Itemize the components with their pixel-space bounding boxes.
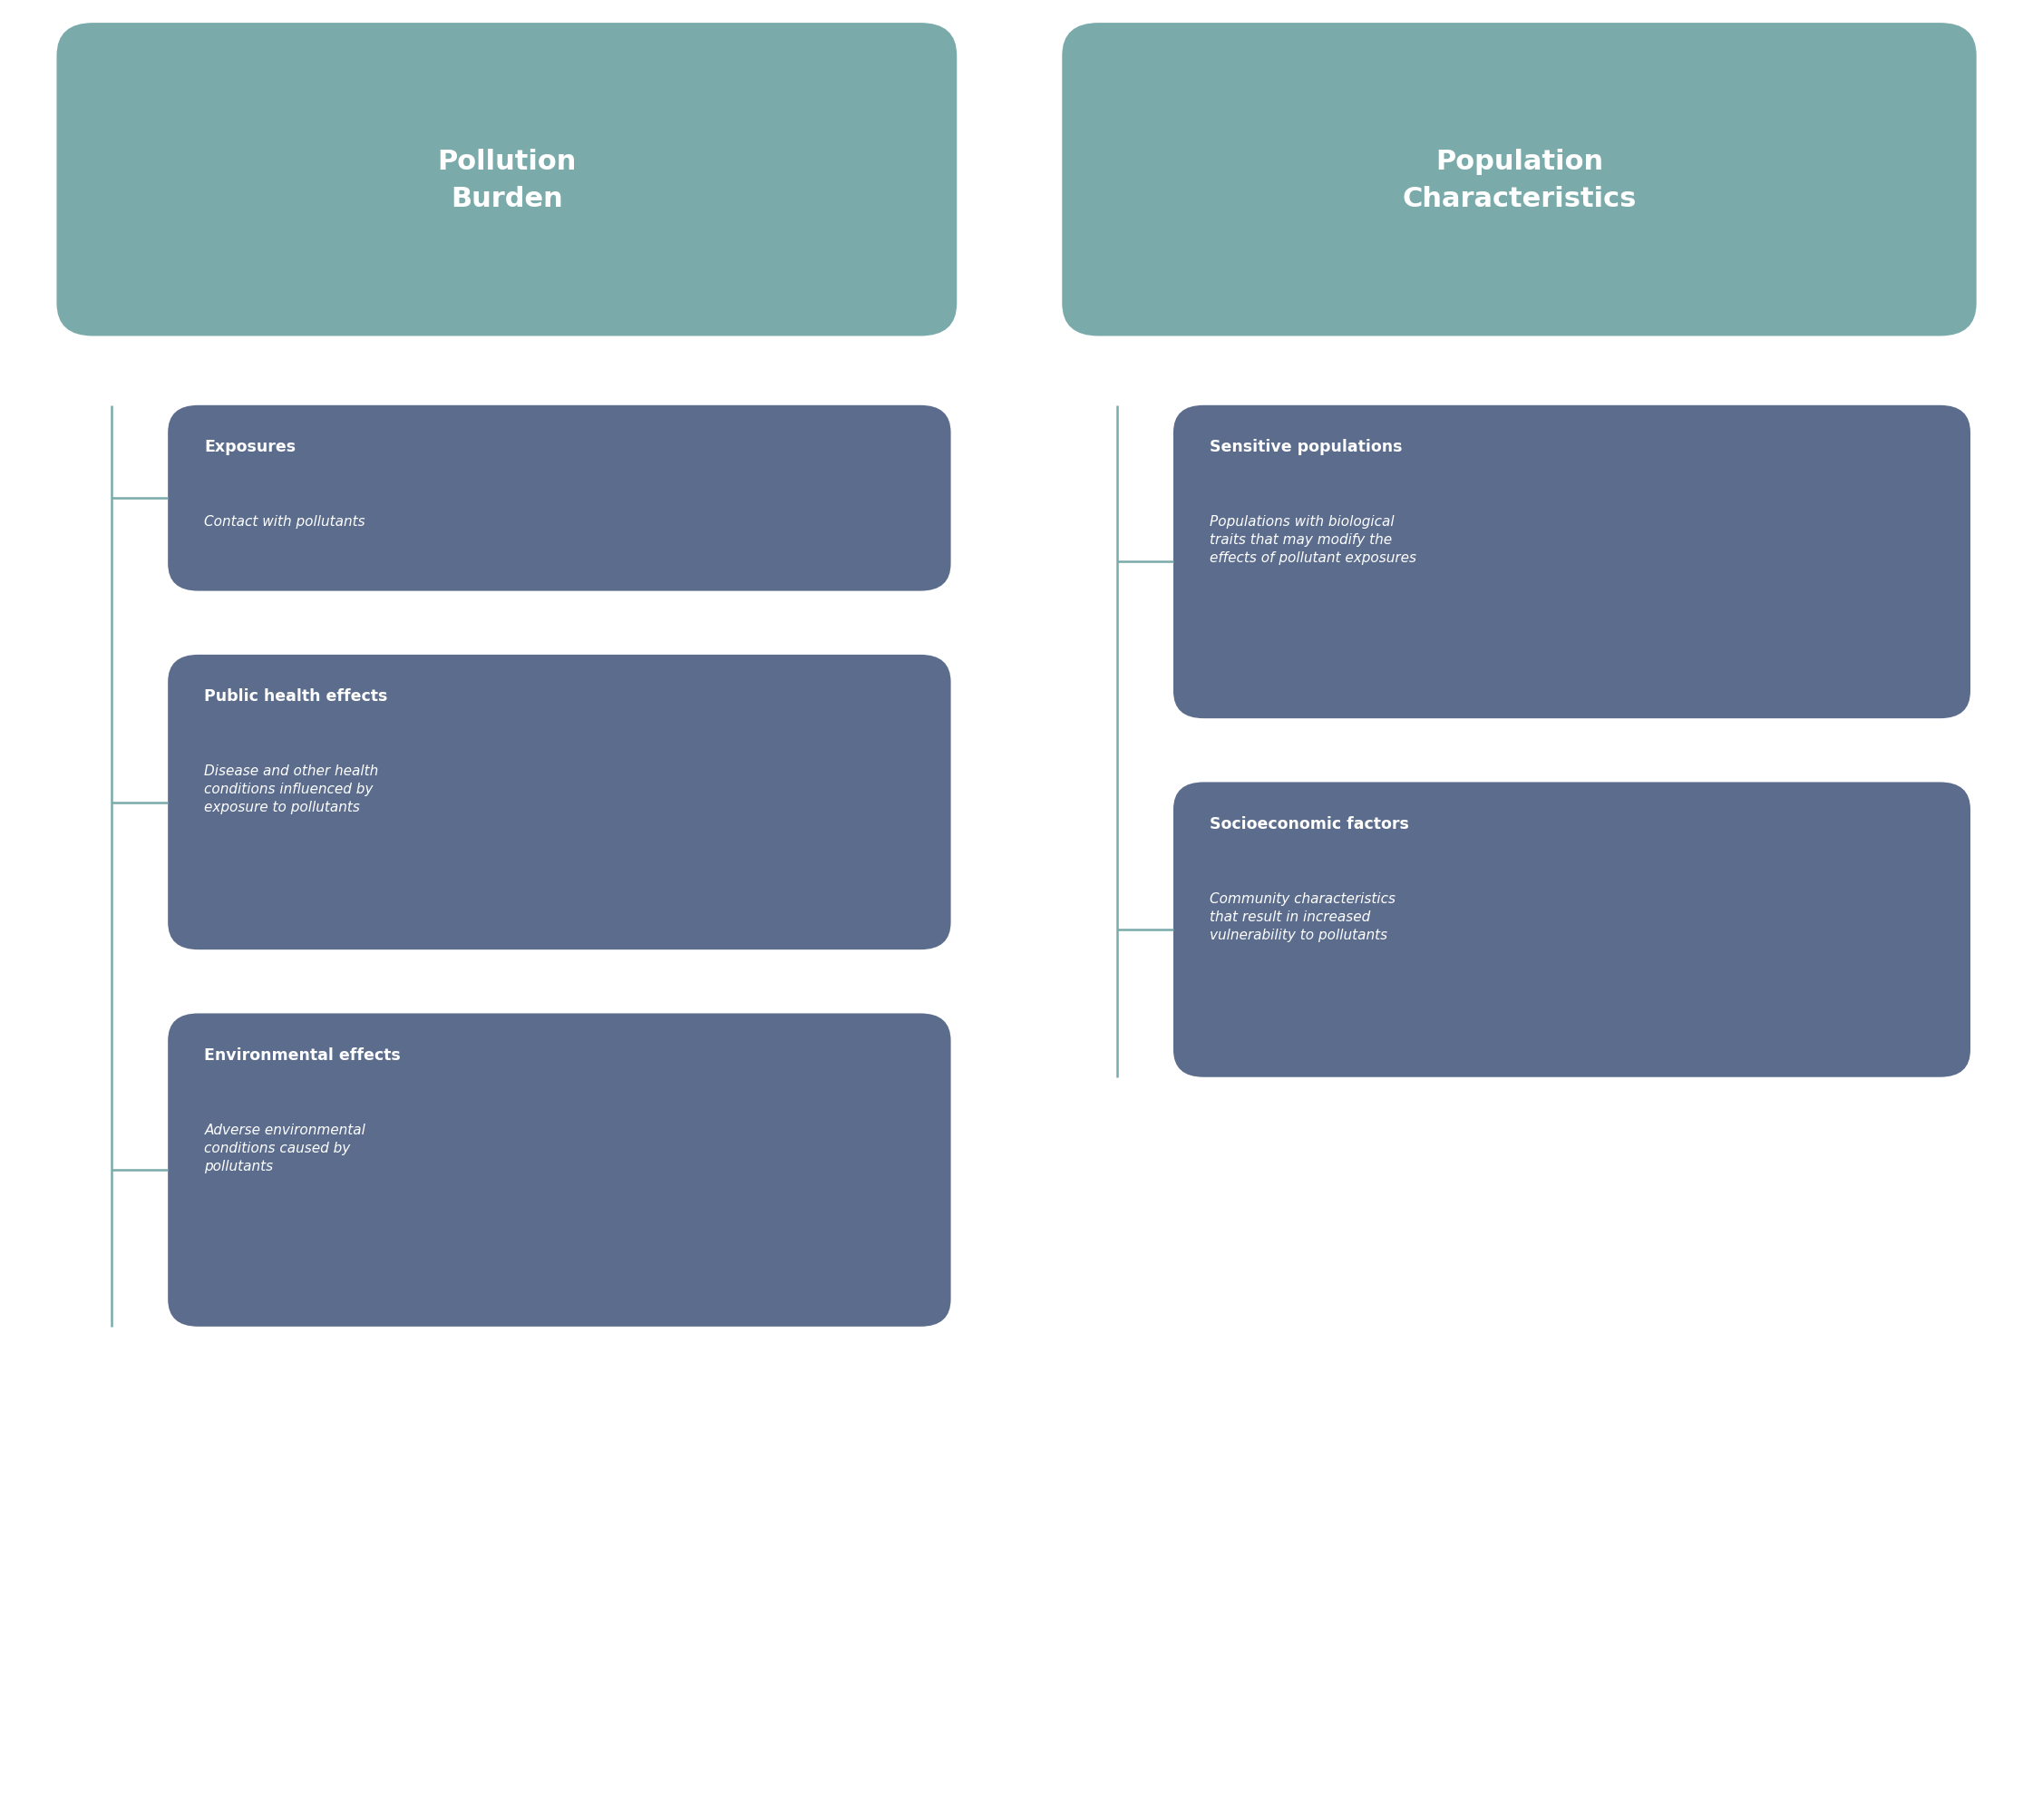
FancyBboxPatch shape bbox=[1062, 24, 1976, 337]
FancyBboxPatch shape bbox=[168, 1014, 951, 1327]
Text: Public health effects: Public health effects bbox=[204, 688, 388, 704]
Text: Socioeconomic factors: Socioeconomic factors bbox=[1210, 815, 1410, 832]
Text: Sensitive populations: Sensitive populations bbox=[1210, 439, 1402, 455]
FancyBboxPatch shape bbox=[1173, 406, 1970, 719]
Text: Populations with biological
traits that may modify the
effects of pollutant expo: Populations with biological traits that … bbox=[1210, 515, 1416, 564]
Text: Pollution
Burden: Pollution Burden bbox=[437, 149, 577, 211]
Text: Exposures: Exposures bbox=[204, 439, 295, 455]
FancyBboxPatch shape bbox=[57, 24, 957, 337]
Text: Population
Characteristics: Population Characteristics bbox=[1402, 149, 1637, 211]
Text: Contact with pollutants: Contact with pollutants bbox=[204, 515, 366, 528]
FancyBboxPatch shape bbox=[168, 406, 951, 592]
FancyBboxPatch shape bbox=[168, 655, 951, 950]
FancyBboxPatch shape bbox=[1173, 783, 1970, 1077]
Text: Environmental effects: Environmental effects bbox=[204, 1046, 401, 1063]
Text: Adverse environmental
conditions caused by
pollutants: Adverse environmental conditions caused … bbox=[204, 1123, 366, 1172]
Text: Community characteristics
that result in increased
vulnerability to pollutants: Community characteristics that result in… bbox=[1210, 892, 1396, 941]
Text: Disease and other health
conditions influenced by
exposure to pollutants: Disease and other health conditions infl… bbox=[204, 764, 378, 814]
